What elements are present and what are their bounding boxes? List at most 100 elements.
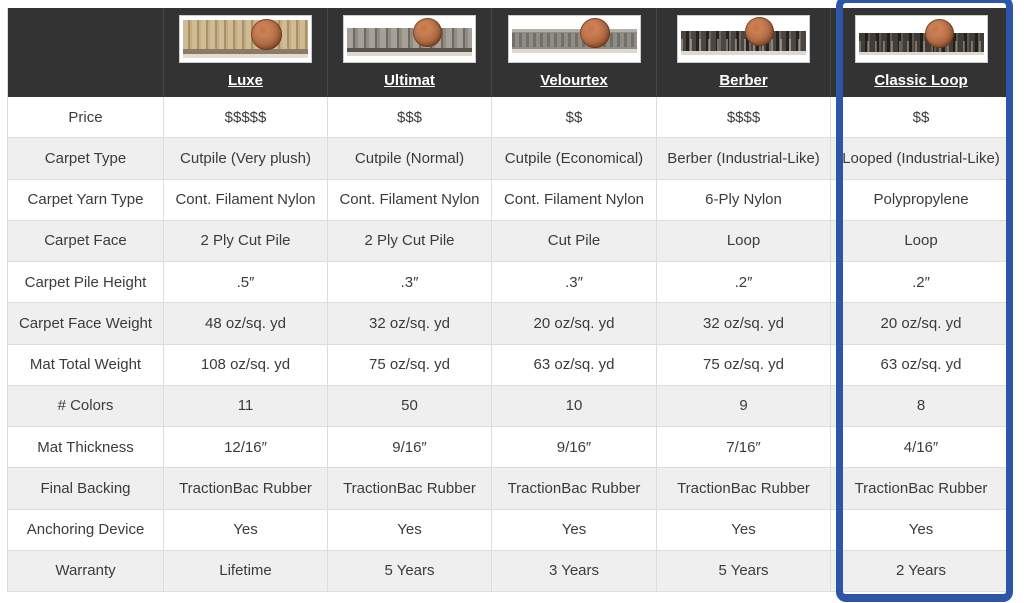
table-cell: 20 oz/sq. yd (831, 303, 1012, 345)
table-cell: TractionBac Rubber (328, 468, 492, 510)
table-cell: 6-Ply Nylon (657, 179, 831, 221)
velourtex-sample-photo (507, 15, 641, 63)
table-cell: 9/16″ (492, 427, 657, 469)
penny-icon (251, 19, 282, 50)
table-cell: .2″ (831, 262, 1012, 304)
table-cell: 2 Years (831, 550, 1012, 592)
column-title-berber[interactable]: Berber (719, 72, 768, 89)
row-label-num-colors: # Colors (8, 385, 164, 427)
table-cell: Yes (831, 509, 1012, 551)
table-cell: $$$$ (657, 97, 831, 139)
column-title-classic-loop[interactable]: Classic Loop (874, 72, 968, 89)
column-title-velourtex[interactable]: Velourtex (540, 72, 608, 89)
table-cell: 10 (492, 385, 657, 427)
table-cell: 50 (328, 385, 492, 427)
carpet-floor-graphic (511, 49, 637, 53)
carpet-floor-graphic (347, 52, 472, 56)
table-cell: 63 oz/sq. yd (492, 344, 657, 386)
table-cell: Cutpile (Very plush) (164, 138, 328, 180)
row-label-mat-total-weight: Mat Total Weight (8, 344, 164, 386)
table-cell: .5″ (164, 262, 328, 304)
carpet-texture-graphic (858, 41, 984, 52)
table-cell: 4/16″ (831, 427, 1012, 469)
carpet-pile-graphic (183, 20, 308, 50)
table-cell: Berber (Industrial-Like) (657, 138, 831, 180)
table-cell: $$$ (328, 97, 492, 139)
table-cell: Cutpile (Economical) (492, 138, 657, 180)
row-label-anchoring-device: Anchoring Device (8, 509, 164, 551)
table-cell: 75 oz/sq. yd (657, 344, 831, 386)
table-cell: 32 oz/sq. yd (328, 303, 492, 345)
table-cell: 75 oz/sq. yd (328, 344, 492, 386)
comparison-table: Luxe Ultimat Velourtex Berber (7, 8, 1012, 592)
table-cell: 32 oz/sq. yd (657, 303, 831, 345)
row-label-final-backing: Final Backing (8, 468, 164, 510)
table-cell: TractionBac Rubber (164, 468, 328, 510)
column-title-ultimat[interactable]: Ultimat (384, 72, 435, 89)
table-cell: Yes (328, 509, 492, 551)
table-cell: TractionBac Rubber (657, 468, 831, 510)
table-cell: 20 oz/sq. yd (492, 303, 657, 345)
table-cell: 11 (164, 385, 328, 427)
table-cell: 9 (657, 385, 831, 427)
column-header-berber: Berber (657, 8, 831, 97)
table-cell: 5 Years (328, 550, 492, 592)
row-label-carpet-face: Carpet Face (8, 220, 164, 262)
row-label-warranty: Warranty (8, 550, 164, 592)
column-header-classic-loop: Classic Loop (831, 8, 1012, 97)
table-cell: Lifetime (164, 550, 328, 592)
table-cell: TractionBac Rubber (831, 468, 1012, 510)
table-cell: Cut Pile (492, 220, 657, 262)
penny-icon (579, 18, 610, 48)
classic-loop-sample-photo (854, 15, 988, 63)
column-header-luxe: Luxe (164, 8, 328, 97)
table-cell: 7/16″ (657, 427, 831, 469)
carpet-floor-graphic (681, 51, 806, 55)
carpet-pile-graphic (347, 28, 472, 50)
carpet-backing-graphic (347, 48, 472, 52)
column-header-velourtex: Velourtex (492, 8, 657, 97)
table-cell: 108 oz/sq. yd (164, 344, 328, 386)
table-cell: .2″ (657, 262, 831, 304)
table-cell: 8 (831, 385, 1012, 427)
table-corner-cell (8, 8, 164, 97)
table-cell: $$$$$ (164, 97, 328, 139)
carpet-texture-graphic (681, 39, 806, 51)
column-header-ultimat: Ultimat (328, 8, 492, 97)
table-cell: Yes (657, 509, 831, 551)
carpet-texture-graphic (511, 33, 637, 47)
row-label-price: Price (8, 97, 164, 139)
table-cell: Yes (492, 509, 657, 551)
table-cell: Cont. Filament Nylon (328, 179, 492, 221)
table-cell: .3″ (328, 262, 492, 304)
table-cell: 2 Ply Cut Pile (164, 220, 328, 262)
table-cell: 5 Years (657, 550, 831, 592)
table-cell: Loop (831, 220, 1012, 262)
table-cell: 48 oz/sq. yd (164, 303, 328, 345)
row-label-carpet-yarn-type: Carpet Yarn Type (8, 179, 164, 221)
ultimat-sample-photo (343, 15, 476, 63)
table-cell: Cont. Filament Nylon (492, 179, 657, 221)
table-cell: Cutpile (Normal) (328, 138, 492, 180)
table-cell: Yes (164, 509, 328, 551)
table-cell: TractionBac Rubber (492, 468, 657, 510)
luxe-sample-photo (179, 15, 312, 63)
carpet-backing-graphic (183, 49, 308, 54)
table-cell: Cont. Filament Nylon (164, 179, 328, 221)
table-cell: Loop (657, 220, 831, 262)
carpet-floor-graphic (183, 54, 308, 58)
berber-sample-photo (677, 15, 810, 63)
penny-icon (745, 17, 774, 46)
penny-icon (924, 19, 954, 48)
penny-icon (413, 18, 442, 47)
table-cell: 9/16″ (328, 427, 492, 469)
row-label-carpet-pile-height: Carpet Pile Height (8, 262, 164, 304)
table-cell: Polypropylene (831, 179, 1012, 221)
table-cell: $$ (492, 97, 657, 139)
table-cell: 63 oz/sq. yd (831, 344, 1012, 386)
table-cell: .3″ (492, 262, 657, 304)
row-label-mat-thickness: Mat Thickness (8, 427, 164, 469)
table-cell: Looped (Industrial-Like) (831, 138, 1012, 180)
table-cell: 12/16″ (164, 427, 328, 469)
column-title-luxe[interactable]: Luxe (227, 72, 263, 89)
